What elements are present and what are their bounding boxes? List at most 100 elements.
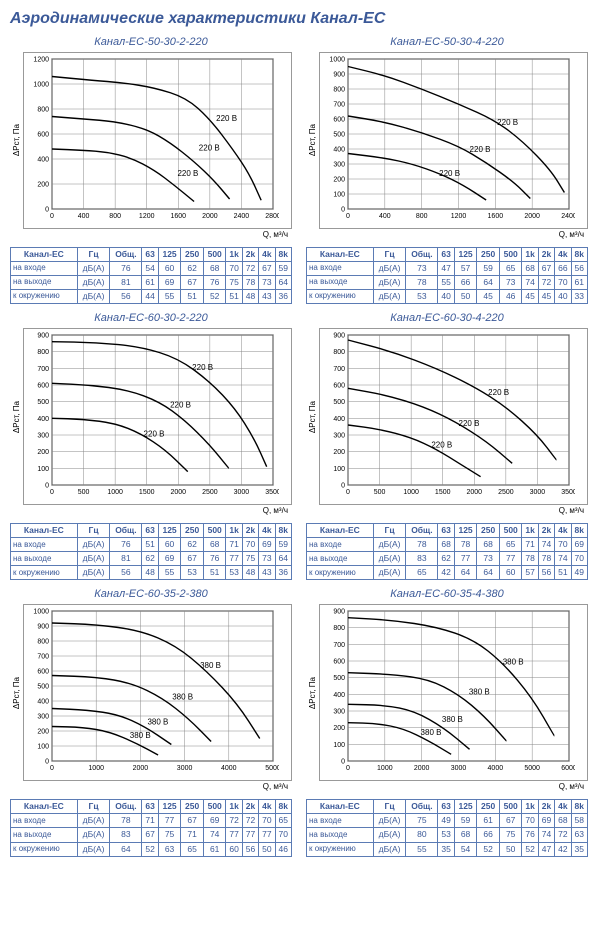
table-value-cell: 59 [275, 262, 291, 276]
table-value-cell: 64 [454, 566, 477, 580]
x-axis-label: Q, м³/ч [306, 505, 588, 519]
table-unit-cell: дБ(А) [373, 842, 406, 856]
table-header-cell: 250 [477, 800, 500, 814]
table-value-cell: 69 [158, 552, 181, 566]
svg-text:220 В: 220 В [216, 114, 237, 123]
table-row-label: к окружению [11, 566, 78, 580]
svg-text:800: 800 [333, 349, 345, 356]
svg-text:0: 0 [50, 765, 54, 772]
table-header-cell: 8k [571, 248, 587, 262]
table-header-cell: Гц [77, 248, 110, 262]
svg-text:1000: 1000 [377, 765, 393, 772]
svg-text:0: 0 [45, 759, 49, 766]
table-value-cell: 44 [142, 290, 158, 304]
table-value-cell: 56 [242, 842, 258, 856]
table-header-cell: Гц [373, 248, 406, 262]
performance-chart: 0400800120016002000240028000200400600800… [23, 52, 292, 229]
svg-text:400: 400 [37, 157, 49, 164]
table-header-cell: 125 [454, 800, 477, 814]
table-value-cell: 56 [110, 290, 142, 304]
svg-text:1200: 1200 [451, 213, 467, 220]
table-header-cell: Канал-ЕС [11, 800, 78, 814]
table-header-cell: 125 [454, 248, 477, 262]
table-value-cell: 72 [242, 262, 258, 276]
svg-text:220 В: 220 В [199, 143, 220, 152]
table-value-cell: 40 [555, 290, 571, 304]
svg-text:380 В: 380 В [421, 729, 442, 738]
table-value-cell: 80 [406, 828, 438, 842]
table-header-cell: 2k [538, 524, 554, 538]
table-unit-cell: дБ(А) [373, 538, 406, 552]
table-header-cell: 500 [499, 248, 522, 262]
svg-text:3000: 3000 [530, 489, 546, 496]
performance-chart: 0400800120016002000240001002003004005006… [319, 52, 588, 229]
table-header-cell: Общ. [110, 248, 142, 262]
table-value-cell: 71 [226, 538, 242, 552]
table-value-cell: 59 [454, 814, 477, 828]
table-value-cell: 33 [571, 290, 587, 304]
table-header-cell: Общ. [110, 800, 142, 814]
table-value-cell: 78 [522, 552, 538, 566]
svg-text:900: 900 [333, 609, 345, 616]
table-value-cell: 36 [275, 566, 291, 580]
table-value-cell: 42 [438, 566, 454, 580]
svg-text:700: 700 [333, 366, 345, 373]
sound-data-table: Канал-ЕСГцОбщ.631252505001k2k4k8kна вход… [306, 799, 588, 856]
table-header-cell: Канал-ЕС [307, 800, 374, 814]
svg-text:2400: 2400 [234, 213, 250, 220]
svg-text:220 В: 220 В [431, 441, 452, 450]
table-value-cell: 52 [477, 842, 500, 856]
table-value-cell: 68 [438, 538, 454, 552]
y-axis-label: ΔPст, Па [306, 401, 319, 433]
table-value-cell: 43 [259, 290, 275, 304]
table-value-cell: 64 [110, 842, 142, 856]
svg-text:3000: 3000 [451, 765, 467, 772]
y-axis-label: ΔPст, Па [306, 124, 319, 156]
table-value-cell: 83 [110, 828, 142, 842]
svg-text:100: 100 [37, 744, 49, 751]
svg-text:900: 900 [37, 624, 49, 631]
table-header-cell: 125 [158, 248, 181, 262]
table-header-cell: 250 [181, 248, 204, 262]
table-value-cell: 81 [110, 552, 142, 566]
spec-block: Канал-ЕС-50-30-2-220ΔPст, Па040080012001… [10, 36, 292, 304]
table-value-cell: 78 [406, 276, 438, 290]
table-value-cell: 62 [438, 552, 454, 566]
table-value-cell: 51 [203, 566, 226, 580]
table-header-cell: 250 [181, 800, 204, 814]
svg-text:2000: 2000 [414, 765, 430, 772]
table-header-cell: 1k [226, 800, 242, 814]
table-header-cell: 2k [538, 800, 554, 814]
table-value-cell: 69 [538, 814, 554, 828]
table-header-cell: Канал-ЕС [307, 524, 374, 538]
svg-text:200: 200 [333, 726, 345, 733]
svg-text:900: 900 [333, 333, 345, 340]
table-value-cell: 76 [110, 262, 142, 276]
svg-text:1000: 1000 [33, 609, 49, 616]
table-value-cell: 35 [438, 842, 454, 856]
y-axis-label: ΔPст, Па [10, 124, 23, 156]
table-value-cell: 66 [555, 262, 571, 276]
svg-text:2500: 2500 [202, 489, 218, 496]
table-value-cell: 53 [226, 566, 242, 580]
table-value-cell: 77 [454, 552, 477, 566]
table-value-cell: 78 [406, 538, 438, 552]
table-value-cell: 70 [226, 262, 242, 276]
table-value-cell: 75 [158, 828, 181, 842]
table-value-cell: 70 [242, 538, 258, 552]
table-value-cell: 46 [499, 290, 522, 304]
svg-text:700: 700 [333, 102, 345, 109]
table-value-cell: 77 [226, 552, 242, 566]
table-value-cell: 45 [522, 290, 538, 304]
table-value-cell: 54 [454, 842, 477, 856]
table-header-cell: 250 [181, 524, 204, 538]
table-header-cell: Общ. [406, 800, 438, 814]
svg-text:2000: 2000 [170, 489, 186, 496]
svg-text:1000: 1000 [33, 82, 49, 89]
svg-text:0: 0 [341, 207, 345, 214]
svg-text:400: 400 [333, 416, 345, 423]
model-title: Канал-ЕС-60-30-4-220 [306, 312, 588, 324]
svg-text:100: 100 [37, 466, 49, 473]
table-value-cell: 70 [259, 814, 275, 828]
svg-text:800: 800 [37, 639, 49, 646]
